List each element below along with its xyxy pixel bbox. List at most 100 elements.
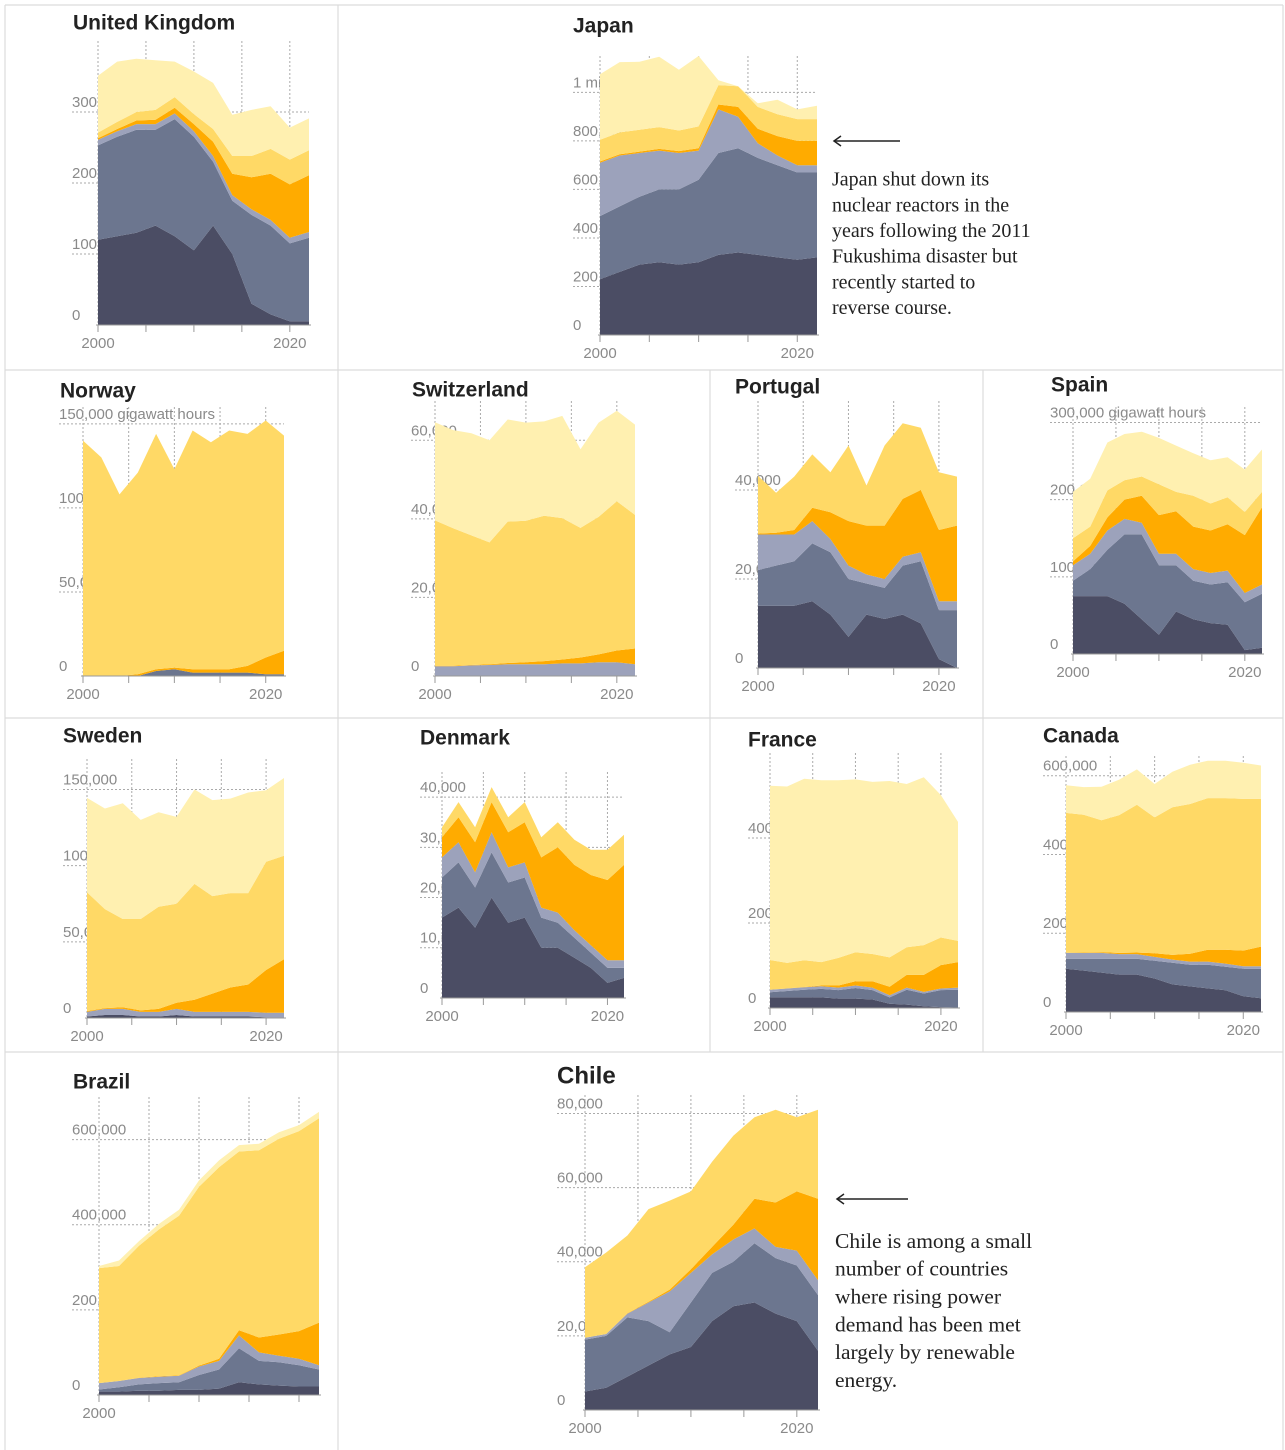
area: [770, 962, 958, 996]
area: [442, 897, 624, 998]
x-tick-label: 2000: [425, 1008, 458, 1025]
x-tick-label: 2000: [1049, 1022, 1082, 1039]
area: [758, 601, 957, 668]
y-tick-label: 0: [59, 658, 67, 675]
area: [83, 669, 284, 676]
chart: United Kingdom0100,000200,000300,0002000…: [72, 12, 311, 352]
area: [99, 1348, 319, 1392]
area: [585, 1228, 818, 1340]
area: [1066, 958, 1261, 999]
x-tick-label: 2000: [568, 1420, 601, 1437]
area: [1066, 760, 1261, 821]
annotation: years following the 2011: [832, 220, 1031, 242]
area: [1066, 968, 1261, 1012]
chart-title: Switzerland: [412, 379, 529, 402]
x-tick-label: 2000: [418, 686, 451, 703]
y-tick-label: 300,000 gigawatt hours: [1050, 404, 1206, 421]
area: [758, 543, 957, 668]
chart-title: Japan: [573, 15, 634, 38]
area: [83, 420, 284, 676]
y-tick-label: 0: [63, 1000, 71, 1017]
chart-title: Brazil: [73, 1071, 130, 1094]
annotation: recently started to: [832, 271, 975, 293]
x-tick-label: 2000: [70, 1028, 103, 1045]
annotation: energy.: [835, 1368, 897, 1392]
area: [758, 423, 957, 534]
area: [758, 521, 957, 611]
area: [442, 852, 624, 983]
y-tick-label: 0: [420, 980, 428, 997]
annotation: nuclear reactors in the: [832, 194, 1009, 216]
area: [435, 501, 635, 666]
area: [758, 490, 957, 602]
arrow-head: [835, 1193, 845, 1205]
annotation: demand has been met: [835, 1312, 1021, 1336]
x-tick-label: 2000: [753, 1018, 786, 1035]
x-tick-label: 2020: [591, 1008, 624, 1025]
y-tick-label: 0: [573, 317, 581, 334]
annotation: Fukushima disaster but: [832, 246, 1018, 268]
x-tick-label: 2000: [741, 678, 774, 695]
area: [442, 832, 624, 968]
area: [600, 104, 817, 166]
x-tick-label: 2020: [780, 1420, 813, 1437]
area: [770, 777, 958, 963]
area: [1073, 495, 1262, 593]
x-tick-label: 2020: [924, 1018, 957, 1035]
chart-title: France: [748, 729, 817, 752]
x-tick-label: 2020: [922, 678, 955, 695]
y-tick-label: 600,000: [1043, 758, 1097, 775]
y-tick-label: 40,000: [557, 1244, 603, 1261]
chart-title: Chile: [557, 1062, 616, 1089]
area: [87, 778, 284, 919]
area: [600, 56, 817, 140]
x-tick-label: 2000: [66, 686, 99, 703]
x-tick-label: 2020: [249, 686, 282, 703]
area: [98, 58, 309, 160]
area: [770, 997, 958, 1008]
area: [99, 1335, 319, 1390]
area: [435, 410, 635, 543]
area: [435, 648, 635, 667]
y-tick-label: 150,000: [63, 771, 117, 788]
x-tick-label: 2020: [249, 1028, 282, 1045]
area: [98, 107, 309, 238]
area: [585, 1243, 818, 1392]
y-tick-label: 40,000: [420, 779, 466, 796]
x-tick-label: 2020: [273, 335, 306, 352]
area: [87, 1008, 284, 1018]
x-tick-label: 2020: [1228, 664, 1261, 681]
annotation: Chile is among a small: [835, 1229, 1032, 1253]
area: [585, 1302, 818, 1410]
y-tick-label: 0: [1050, 636, 1058, 653]
area: [770, 937, 958, 990]
y-tick-label: 0: [748, 990, 756, 1007]
annotation: number of countries: [835, 1257, 1008, 1281]
area: [600, 252, 817, 335]
x-tick-label: 2000: [81, 335, 114, 352]
x-tick-label: 2020: [600, 686, 633, 703]
area: [99, 1111, 319, 1269]
chart-title: Denmark: [420, 727, 510, 750]
y-tick-label: 0: [557, 1392, 565, 1409]
area: [1066, 798, 1261, 955]
x-tick-label: 2020: [781, 345, 814, 362]
area: [600, 148, 817, 280]
area: [1066, 946, 1261, 967]
chart-title: Norway: [60, 380, 136, 403]
area: [87, 959, 284, 1013]
chart-title: Sweden: [63, 725, 142, 748]
chart-title: Spain: [1051, 374, 1108, 397]
area: [98, 119, 309, 322]
chart-title: Canada: [1043, 725, 1119, 748]
area: [1073, 596, 1262, 654]
